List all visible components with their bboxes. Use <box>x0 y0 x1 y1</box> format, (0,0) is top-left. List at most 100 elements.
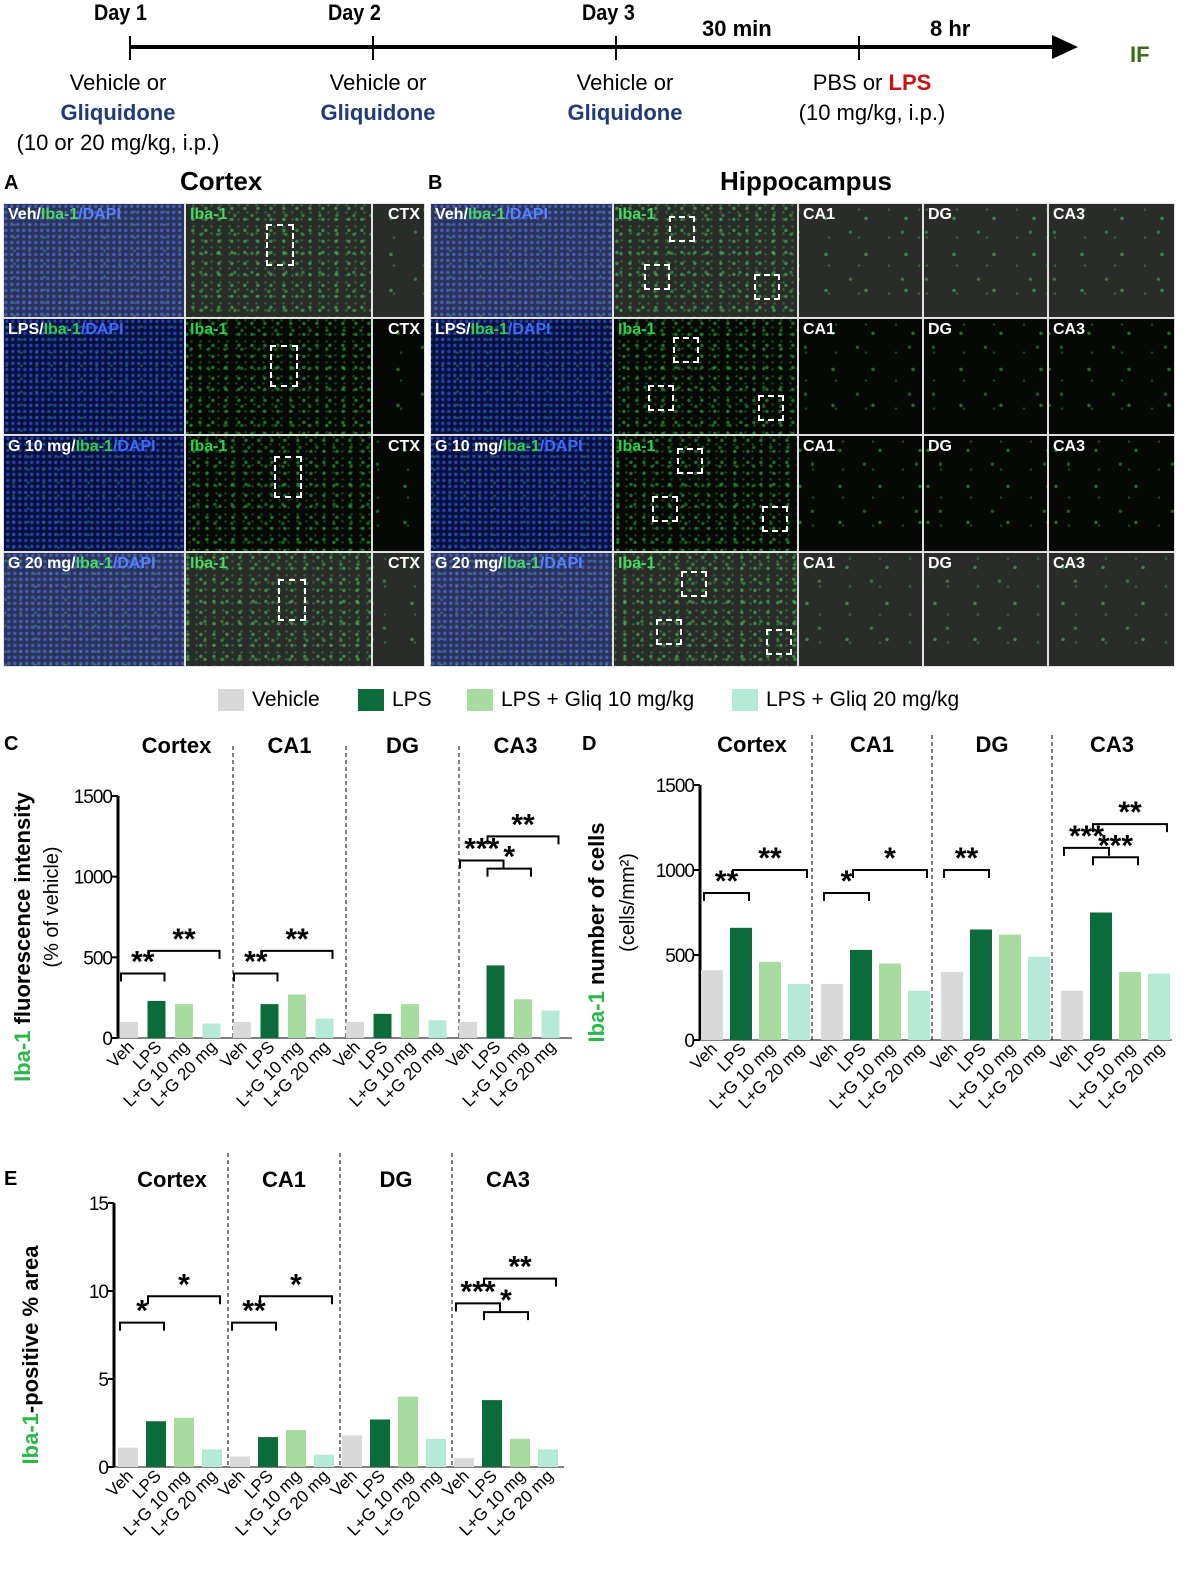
group-title: DG <box>386 733 419 758</box>
micrograph-label: DG <box>928 321 952 339</box>
stain-label: Iba-1 <box>43 321 81 338</box>
significance-label: ** <box>508 1251 532 1284</box>
significance-label: * <box>178 1268 190 1301</box>
micrograph-label: LPS/Iba-1/DAPI <box>8 321 124 339</box>
bar-dg-1 <box>373 1013 392 1038</box>
region-label: DG <box>928 206 952 223</box>
micrograph-a-ctx: CTX <box>372 318 425 435</box>
micrograph-b-reg2: CA3 <box>1048 552 1175 667</box>
y-tick-label: 500 <box>665 946 694 967</box>
bar-ca3-1 <box>482 1400 502 1467</box>
micrograph-b-reg0: CA1 <box>798 318 923 435</box>
bar-cortex-1 <box>146 1421 166 1467</box>
micrograph-label: Iba-1 <box>618 555 655 573</box>
dapi-label: /DAPI <box>505 206 548 223</box>
micrograph-label: DG <box>928 555 952 573</box>
micrograph-label: CA1 <box>803 206 835 224</box>
dapi-label: /DAPI <box>539 555 583 572</box>
bar-dg-2 <box>398 1396 418 1467</box>
bar-cortex-2 <box>175 1004 193 1038</box>
micrograph-b-reg1: DG <box>923 435 1048 552</box>
region-label: CTX <box>388 206 420 223</box>
significance-bracket <box>483 1277 557 1287</box>
group-title: CA3 <box>1090 732 1134 757</box>
stain-label: Iba-1 <box>502 555 540 572</box>
significance-bracket <box>732 869 808 878</box>
micrograph-a-ctx: CTX <box>372 203 425 318</box>
panel-letter: C <box>4 733 18 755</box>
bar-cortex-0 <box>120 1021 138 1038</box>
significance-bracket <box>260 949 334 959</box>
significance-bracket <box>233 972 279 982</box>
bar-cortex-1 <box>730 927 752 1040</box>
significance-label: *** <box>1069 820 1104 853</box>
stain-label: Iba-1 <box>618 438 656 455</box>
micrograph-a-iba: Iba-1 <box>185 318 372 435</box>
dapi-label: /DAPI <box>539 438 583 455</box>
region-label: CA3 <box>1053 321 1086 338</box>
panel-a-letter: A <box>4 172 19 194</box>
bar-dg-3 <box>426 1438 446 1467</box>
timeline-axis <box>130 45 1055 49</box>
micrograph-label: G 10 mg/Iba-1/DAPI <box>435 438 583 456</box>
group-title: Cortex <box>137 1167 207 1192</box>
dapi-label: /DAPI <box>80 321 124 338</box>
challenge-text: PBS or <box>812 70 889 95</box>
legend-swatch <box>732 689 758 711</box>
significance-bracket <box>1092 856 1139 866</box>
group-title: DG <box>380 1167 413 1192</box>
micrograph-b-reg0: CA1 <box>798 203 923 318</box>
region-label: CA1 <box>803 555 836 572</box>
micrograph-label: Veh/Iba-1/DAPI <box>435 206 548 224</box>
micrograph-label: G 20 mg/Iba-1/DAPI <box>8 555 156 573</box>
drug-name: Gliquidone <box>320 100 436 125</box>
bar-ca1-2 <box>286 1430 306 1467</box>
micrograph-label: CTX <box>388 321 420 339</box>
roi-box <box>278 579 306 621</box>
dose-text: (10 mg/kg, i.p.) <box>798 100 946 125</box>
treatment-day1: Vehicle or Gliquidone (10 or 20 mg/kg, i… <box>17 68 220 158</box>
bar-dg-0 <box>346 1021 364 1038</box>
legend-item: LPS + Gliq 10 mg/kg <box>467 688 694 712</box>
bar-ca1-0 <box>233 1021 251 1038</box>
legend-item: LPS <box>358 688 432 712</box>
micrograph-b-reg1: DG <box>923 203 1048 318</box>
micrograph-label: CA1 <box>803 555 835 573</box>
endpoint-label: IF <box>1130 42 1150 67</box>
micrograph-label: CTX <box>388 206 420 224</box>
y-axis-label-stain: Iba-1 <box>584 991 609 1042</box>
significance-label: ** <box>758 842 782 875</box>
micrograph-label: CA3 <box>1053 555 1085 573</box>
bar-dg-0 <box>941 972 963 1040</box>
bar-dg-2 <box>999 934 1021 1040</box>
significance-bracket <box>147 949 221 959</box>
bar-ca1-1 <box>258 1437 278 1467</box>
x-tick-label: Veh <box>327 1466 361 1500</box>
group-title: CA3 <box>486 1167 530 1192</box>
timeline-tick <box>372 36 374 60</box>
significance-bracket <box>483 1311 529 1321</box>
significance-bracket <box>455 1302 501 1312</box>
bar-ca3-1 <box>1090 912 1112 1040</box>
group-title: CA1 <box>267 733 311 758</box>
significance-label: ** <box>172 923 196 956</box>
y-axis-label: Iba-1 fluorescence intensity <box>10 791 35 1082</box>
significance-bracket <box>119 1321 165 1331</box>
micrograph-b-reg0: CA1 <box>798 435 923 552</box>
bar-ca1-1 <box>850 949 872 1040</box>
micrograph-label: LPS/Iba-1/DAPI <box>435 321 551 339</box>
bar-ca1-0 <box>821 983 843 1040</box>
micrograph-label: G 20 mg/Iba-1/DAPI <box>435 555 583 573</box>
x-tick-label: Veh <box>330 1037 364 1071</box>
region-label: DG <box>928 555 952 572</box>
micrograph-label: Iba-1 <box>190 321 227 339</box>
region-label: CA3 <box>1053 555 1086 572</box>
x-tick-label: Veh <box>1047 1039 1081 1073</box>
significance-bracket <box>1092 823 1168 833</box>
micrograph-b-reg2: CA3 <box>1048 318 1175 435</box>
dapi-label: /DAPI <box>78 206 121 223</box>
legend-label: LPS + Gliq 20 mg/kg <box>766 688 960 711</box>
bar-dg-3 <box>428 1020 447 1038</box>
significance-label: ** <box>1118 796 1142 829</box>
significance-label: * <box>884 842 896 875</box>
